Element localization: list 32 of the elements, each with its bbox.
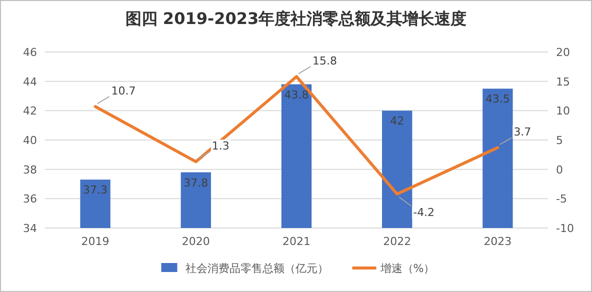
y-tick-label: 42 xyxy=(23,104,37,118)
y-tick-label: 38 xyxy=(23,163,37,176)
y2-tick-label: 10 xyxy=(556,104,570,118)
x-tick-label: 2019 xyxy=(81,235,110,248)
x-tick-label: 2021 xyxy=(282,235,310,248)
y-tick-label: 40 xyxy=(23,134,37,147)
data-label: 3.7 xyxy=(514,126,532,139)
data-label: 43.5 xyxy=(485,92,510,106)
legend-label: 社会消费品零售总额（亿元） xyxy=(185,262,328,275)
data-label: 10.7 xyxy=(111,84,136,98)
data-label: 42 xyxy=(390,114,404,128)
y2-tick-label: -10 xyxy=(556,222,574,235)
x-tick-label: 2023 xyxy=(484,235,512,248)
data-label: 43.8 xyxy=(284,88,309,102)
y-tick-label: 44 xyxy=(23,75,37,88)
legend-label: 增速（%） xyxy=(379,262,435,275)
data-label: 15.8 xyxy=(312,54,337,68)
y2-tick-label: 5 xyxy=(556,134,563,147)
y2-tick-label: 20 xyxy=(556,46,570,59)
data-label: 37.8 xyxy=(184,176,208,190)
x-tick-label: 2020 xyxy=(182,235,210,248)
y2-tick-label: -5 xyxy=(556,192,567,206)
y-tick-label: 34 xyxy=(23,222,37,235)
y-tick-label: 46 xyxy=(23,46,37,59)
y2-tick-label: 15 xyxy=(556,75,570,88)
data-label: 1.3 xyxy=(212,140,230,153)
data-label: -4.2 xyxy=(413,206,435,219)
y-tick-label: 36 xyxy=(23,192,37,206)
x-tick-label: 2022 xyxy=(383,235,412,248)
y2-tick-label: 0 xyxy=(556,163,563,176)
chart-title: 图四 2019-2023年度社消零总额及其增长速度 xyxy=(125,9,467,28)
data-label: 37.3 xyxy=(83,184,108,197)
